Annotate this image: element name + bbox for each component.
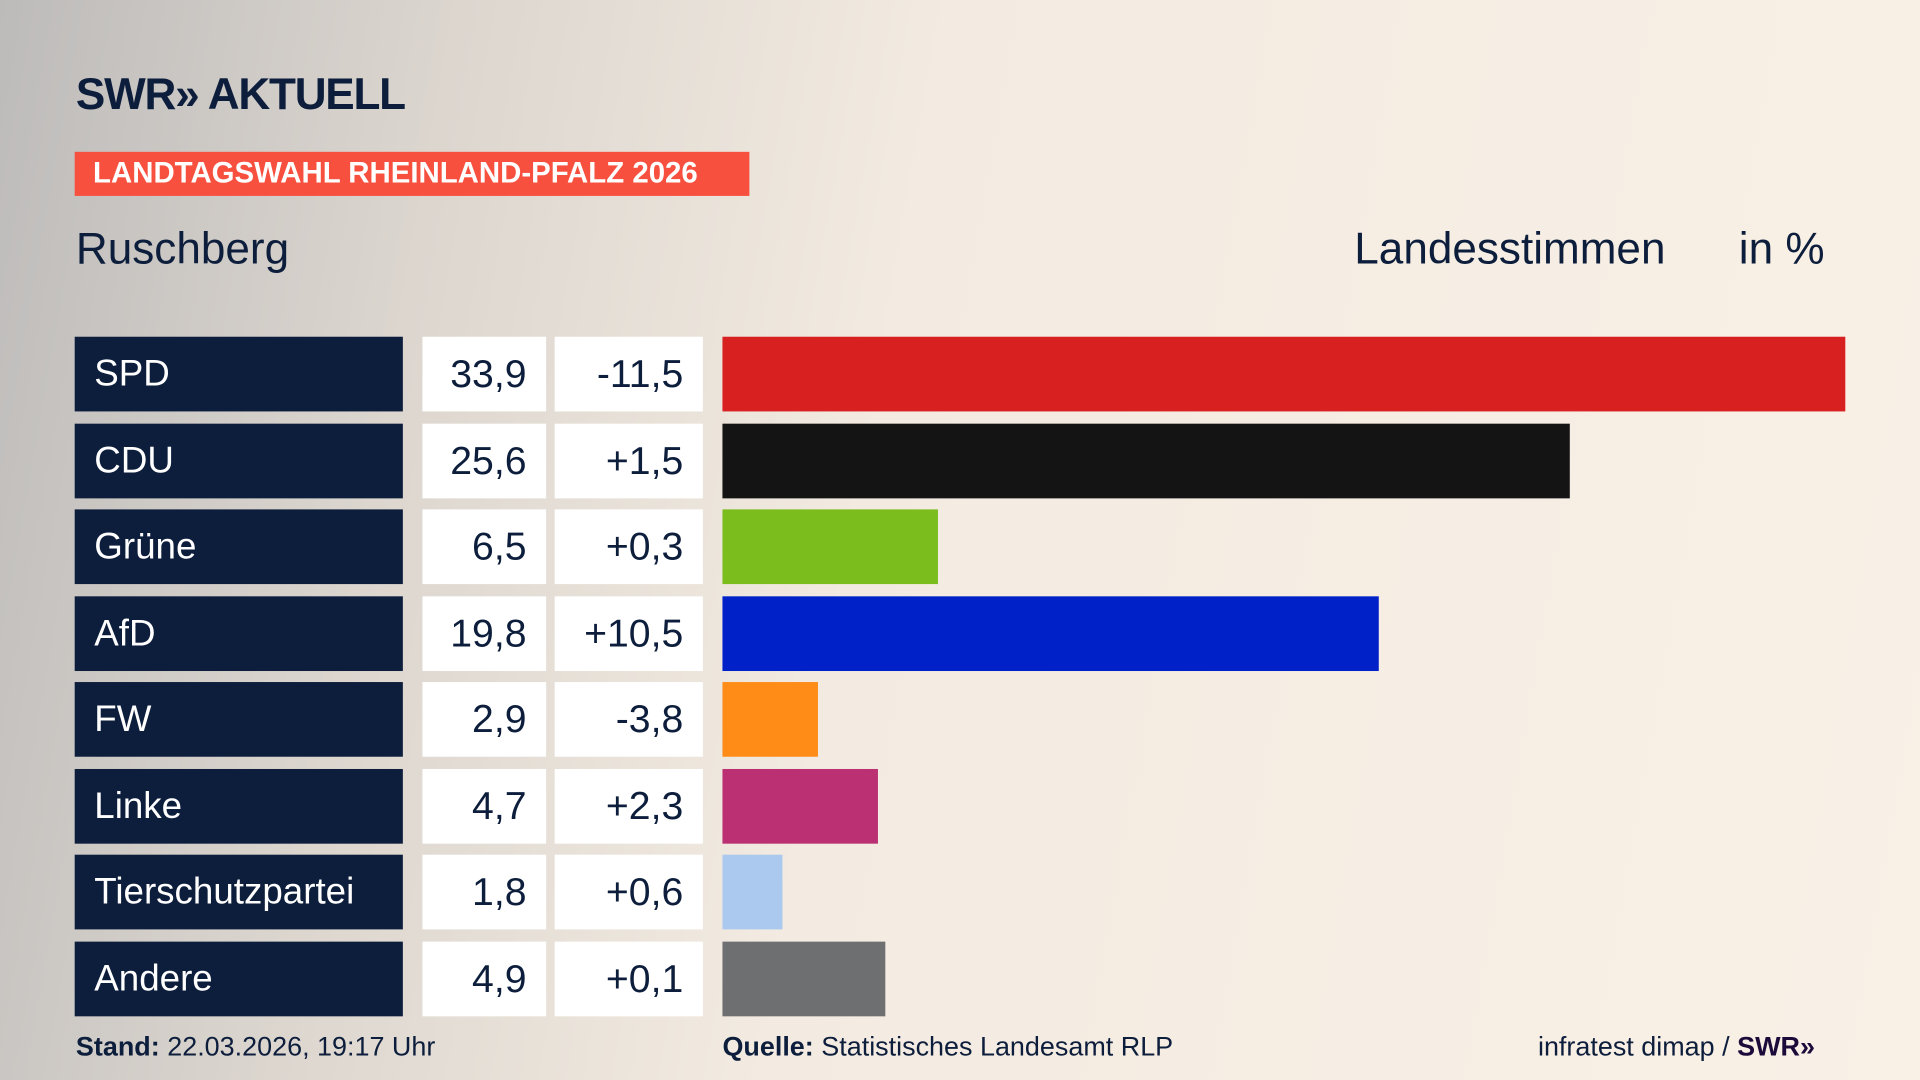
change-label: +0,3 (554, 509, 703, 585)
bar-tierschutzpartei (722, 854, 783, 930)
party-row: Tierschutzpartei 1,8 +0,6 (0, 854, 1920, 930)
change-label: +2,3 (554, 768, 703, 844)
bar-andere (722, 941, 885, 1016)
party-label: AfD (74, 595, 403, 671)
party-label: Linke (74, 768, 403, 844)
value-label: 4,9 (422, 941, 547, 1016)
source-value: Statistisches Landesamt RLP (821, 1031, 1174, 1062)
bar-fw (722, 682, 819, 757)
value-label: 2,9 (422, 682, 547, 757)
party-label: CDU (74, 423, 403, 498)
bar-afd (722, 595, 1379, 671)
measure-header: Landesstimmen (1354, 222, 1666, 274)
party-row: SPD 33,9 -11,5 (0, 336, 1920, 412)
change-label: -3,8 (554, 682, 703, 757)
party-label: FW (74, 682, 403, 757)
party-row: AfD 19,8 +10,5 (0, 595, 1920, 671)
unit-header: in % (1738, 222, 1825, 274)
party-label: SPD (74, 336, 403, 412)
location-title: Ruschberg (75, 222, 290, 274)
change-label: +10,5 (554, 595, 703, 671)
bar-grüne (722, 509, 938, 585)
value-label: 33,9 (422, 336, 547, 412)
bar-spd (722, 336, 1846, 412)
swr-aktuell-logo: SWR» AKTUELL (75, 68, 406, 119)
credit: infratest dimap / SWR» (1538, 1031, 1815, 1063)
timestamp: Stand: 22.03.2026, 19:17 Uhr (76, 1031, 435, 1063)
value-label: 6,5 (422, 509, 547, 585)
party-row: FW 2,9 -3,8 (0, 682, 1920, 757)
source: Quelle: Statistisches Landesamt RLP (722, 1031, 1173, 1063)
party-row: CDU 25,6 +1,5 (0, 423, 1920, 498)
credit-text: infratest dimap / (1537, 1031, 1730, 1062)
change-label: +0,1 (554, 941, 703, 1016)
party-label: Tierschutzpartei (74, 854, 403, 930)
party-row: Linke 4,7 +2,3 (0, 768, 1920, 844)
value-label: 4,7 (422, 768, 547, 844)
party-row: Grüne 6,5 +0,3 (0, 509, 1920, 585)
stand-label: Stand: (75, 1031, 160, 1062)
bar-cdu (722, 423, 1571, 498)
change-label: +1,5 (554, 423, 703, 498)
swr-small-logo: SWR» (1737, 1031, 1815, 1062)
stand-value: 22.03.2026, 19:17 Uhr (167, 1031, 436, 1062)
value-label: 1,8 (422, 854, 547, 930)
election-banner: LANDTAGSWAHL RHEINLAND-PFALZ 2026 (74, 151, 750, 196)
party-row: Andere 4,9 +0,1 (0, 941, 1920, 1016)
change-label: -11,5 (554, 336, 703, 412)
value-label: 19,8 (422, 595, 547, 671)
value-label: 25,6 (422, 423, 547, 498)
change-label: +0,6 (554, 854, 703, 930)
source-label: Quelle: (722, 1031, 814, 1062)
party-label: Grüne (74, 509, 403, 585)
bar-linke (722, 768, 879, 844)
party-label: Andere (74, 941, 403, 1016)
